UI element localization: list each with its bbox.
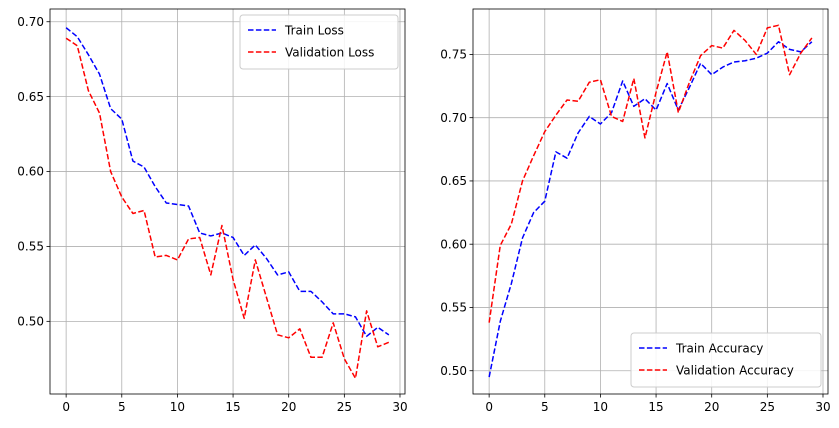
x-tick-label: 25 [337,400,352,414]
y-tick-label: 0.60 [440,237,467,251]
axes-frame [49,8,406,395]
chart-1: 0 5 10 15 20 25 30 0.50 0.55 0.60 0.65 0.70 Train Lo… [17,8,408,414]
y-tick-label: 0.65 [440,174,467,188]
y-tick-label: 0.55 [17,240,44,254]
legend: Train Loss Validation Loss [239,14,399,70]
series-line-1 [65,27,390,338]
y-tick-label: 0.65 [17,90,44,104]
y-tick-label: 0.55 [440,301,467,315]
y-tick-label: 0.70 [440,111,467,125]
y-tick-label: 0.50 [440,364,467,378]
x-tick-label: 15 [648,400,663,414]
legend-box [630,332,822,388]
y-tick-label: 0.50 [17,315,44,329]
x-tick-label: 5 [118,400,126,414]
x-tick-label: 30 [815,400,830,414]
series-line-2 [488,24,813,323]
legend-box [239,14,399,70]
legend-label: Validation Loss [285,45,374,59]
x-tick-label: 20 [704,400,719,414]
legend: Train Accuracy Validation Accuracy [630,332,822,388]
series-line-1 [488,41,813,378]
x-tick-label: 10 [593,400,608,414]
y-tick-label: 0.60 [17,165,44,179]
chart-2: 0 5 10 15 20 25 30 0.50 0.55 0.60 0.65 0.70 0.75 Trai… [440,8,831,414]
x-tick-label: 20 [281,400,296,414]
x-tick-label: 0 [62,400,70,414]
legend-label: Train Accuracy [675,341,763,355]
x-tick-label: 10 [170,400,185,414]
axes-frame [472,8,829,395]
x-tick-label: 5 [541,400,549,414]
y-tick-label: 0.75 [440,48,467,62]
x-tick-label: 15 [225,400,240,414]
legend-label: Train Loss [284,23,344,37]
legend-label: Validation Accuracy [676,363,794,377]
x-tick-label: 25 [760,400,775,414]
series-line-2 [65,37,390,380]
x-tick-label: 0 [485,400,493,414]
y-tick-label: 0.70 [17,15,44,29]
x-tick-label: 30 [392,400,407,414]
